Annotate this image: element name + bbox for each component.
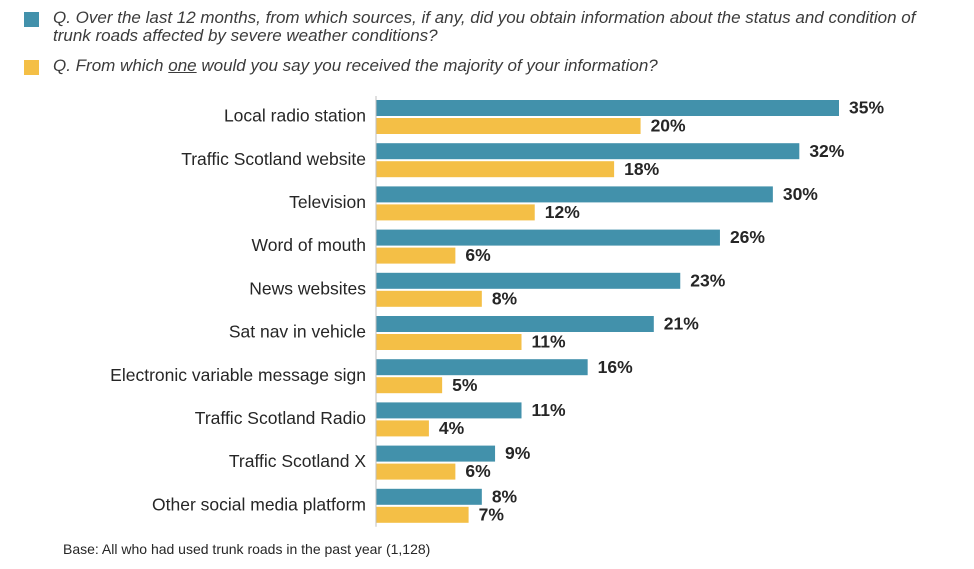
bar-series-2 xyxy=(376,420,429,437)
data-label-series-1: 30% xyxy=(783,184,818,204)
bar-series-1 xyxy=(376,402,522,419)
bar-series-2 xyxy=(376,506,469,523)
legend-label-series-1: Q. Over the last 12 months, from which s… xyxy=(53,8,916,45)
bar-series-2 xyxy=(376,118,641,134)
bar-series-2 xyxy=(376,334,522,350)
data-label-series-2: 20% xyxy=(651,116,686,136)
bar-series-2 xyxy=(376,247,456,264)
data-label-series-1: 23% xyxy=(690,270,725,290)
data-label-series-1: 32% xyxy=(809,141,844,161)
bar-series-1 xyxy=(376,272,681,289)
legend-label-series-2-end: would you say you received the majority … xyxy=(196,56,658,75)
legend-label-series-2-start: Q. From which xyxy=(53,56,169,75)
bar-series-1 xyxy=(376,229,720,246)
bar-series-2 xyxy=(376,161,615,178)
data-label-series-1: 16% xyxy=(598,357,633,377)
category-label: Other social media platform xyxy=(152,494,366,514)
category-label: Traffic Scotland X xyxy=(229,451,366,471)
bar-series-2 xyxy=(376,204,535,221)
footnote: Base: All who had used trunk roads in th… xyxy=(63,541,431,557)
data-label-series-2: 6% xyxy=(465,245,491,265)
legend-swatch-series-2 xyxy=(24,60,39,75)
data-label-series-2: 8% xyxy=(492,288,518,308)
category-label: Sat nav in vehicle xyxy=(229,322,366,342)
data-label-series-2: 5% xyxy=(452,375,478,395)
bar-series-2 xyxy=(376,290,482,307)
legend-label-series-2: Q. From which one would you say you rece… xyxy=(53,57,953,75)
legend: Q. Over the last 12 months, from which s… xyxy=(0,0,974,90)
bar-series-1 xyxy=(376,488,482,505)
category-label: Word of mouth xyxy=(252,235,366,255)
category-label: Traffic Scotland website xyxy=(181,149,366,169)
bar-series-1 xyxy=(376,186,773,203)
data-label-series-1: 26% xyxy=(730,227,765,247)
category-label: Television xyxy=(289,192,366,212)
data-label-series-2: 11% xyxy=(532,332,566,352)
data-label-series-2: 12% xyxy=(545,202,580,222)
data-label-series-1: 8% xyxy=(492,486,518,506)
data-label-series-1: 35% xyxy=(849,98,884,118)
data-label-series-2: 18% xyxy=(624,159,659,179)
data-label-series-1: 11% xyxy=(532,400,566,420)
data-label-series-2: 6% xyxy=(465,461,491,481)
category-label: Local radio station xyxy=(224,106,366,126)
bar-series-1 xyxy=(376,143,800,160)
bar-series-2 xyxy=(376,463,456,480)
category-label: News websites xyxy=(249,278,366,298)
data-label-series-1: 9% xyxy=(505,443,531,463)
data-label-series-2: 4% xyxy=(439,418,465,438)
bar-series-1 xyxy=(376,445,496,462)
data-label-series-2: 7% xyxy=(479,504,505,524)
bar-chart: Local radio station 35% 20% Traffic Scotlan… xyxy=(110,96,884,527)
bar-series-1 xyxy=(376,359,588,376)
category-label: Electronic variable message sign xyxy=(110,365,366,385)
data-label-series-1: 21% xyxy=(664,314,699,334)
bar-series-2 xyxy=(376,377,443,394)
legend-swatch-series-1 xyxy=(24,12,39,27)
bar-series-1 xyxy=(376,316,654,332)
legend-label-series-2-emphasis: one xyxy=(168,56,197,75)
category-label: Traffic Scotland Radio xyxy=(195,408,366,428)
bar-series-1 xyxy=(376,100,839,116)
